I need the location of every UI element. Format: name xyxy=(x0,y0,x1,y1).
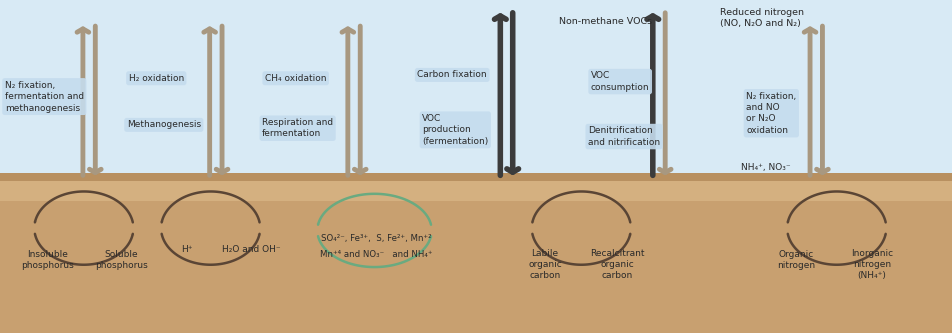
Bar xyxy=(0,173,952,181)
Text: SO₄²⁻, Fe³⁺,  S, Fe²⁺, Mn⁺²: SO₄²⁻, Fe³⁺, S, Fe²⁺, Mn⁺² xyxy=(321,233,431,243)
Text: Mn⁺⁴ and NO₃⁻   and NH₄⁺: Mn⁺⁴ and NO₃⁻ and NH₄⁺ xyxy=(320,250,432,259)
Bar xyxy=(0,0,952,178)
Text: N₂ fixation,
and NO
or N₂O
oxidation: N₂ fixation, and NO or N₂O oxidation xyxy=(745,92,796,135)
Text: VOC
production
(fermentation): VOC production (fermentation) xyxy=(422,114,488,146)
Text: CH₄ oxidation: CH₄ oxidation xyxy=(265,74,327,83)
Text: Methanogenesis: Methanogenesis xyxy=(127,120,201,130)
Text: NH₄⁺, NO₃⁻: NH₄⁺, NO₃⁻ xyxy=(741,163,790,172)
Text: Carbon fixation: Carbon fixation xyxy=(417,70,486,80)
Text: Labile
organic
carbon: Labile organic carbon xyxy=(527,249,562,280)
Bar xyxy=(0,178,952,333)
Text: Insoluble
phosphorus: Insoluble phosphorus xyxy=(21,250,74,270)
Text: H₂O and OH⁻: H₂O and OH⁻ xyxy=(222,245,281,254)
Text: Respiration and
fermentation: Respiration and fermentation xyxy=(262,118,333,139)
Text: VOC
consumption: VOC consumption xyxy=(590,71,649,92)
Bar xyxy=(0,178,952,201)
Text: Recalcitrant
organic
carbon: Recalcitrant organic carbon xyxy=(589,249,645,280)
Text: Organic
nitrogen: Organic nitrogen xyxy=(776,250,814,270)
Text: Denitrification
and nitrification: Denitrification and nitrification xyxy=(587,126,660,147)
Text: Non-methane VOCs: Non-methane VOCs xyxy=(559,17,652,27)
Text: H⁺: H⁺ xyxy=(181,245,192,254)
Text: H₂ oxidation: H₂ oxidation xyxy=(129,74,184,83)
Text: Reduced nitrogen
(NO, N₂O and N₂): Reduced nitrogen (NO, N₂O and N₂) xyxy=(719,8,803,28)
Text: N₂ fixation,
fermentation and
methanogenesis: N₂ fixation, fermentation and methanogen… xyxy=(5,81,84,113)
Text: Soluble
phosphorus: Soluble phosphorus xyxy=(94,250,148,270)
Text: Inorganic
nitrogen
(NH₄⁺): Inorganic nitrogen (NH₄⁺) xyxy=(850,249,892,280)
